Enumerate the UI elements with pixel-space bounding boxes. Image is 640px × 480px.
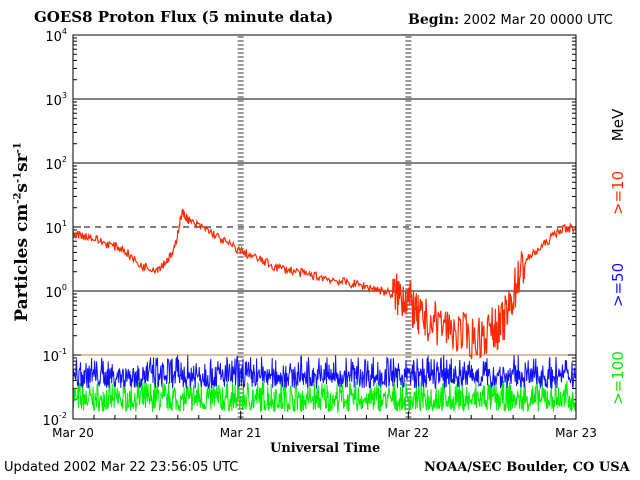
- updated-label: Updated: [4, 460, 60, 475]
- grid-lines: [73, 98, 576, 356]
- x-tick-label: Mar 20: [52, 426, 94, 440]
- legend-series-100: >=100: [609, 351, 627, 405]
- x-tick-label: Mar 22: [387, 426, 430, 440]
- chart-title: GOES8 Proton Flux (5 minute data): [34, 8, 334, 26]
- unit-label-mev: MeV: [609, 108, 627, 142]
- updated-value: 2002 Mar 22 23:56:05 UTC: [63, 460, 239, 475]
- legend-series-50: >=50: [609, 262, 627, 308]
- y-tick-label: 10-1: [42, 347, 67, 365]
- y-tick-label: 104: [45, 27, 67, 45]
- plot-frame: [72, 34, 577, 420]
- y-tick-label: 103: [45, 91, 67, 109]
- axis-ticks: [72, 34, 577, 420]
- x-tick-label: Mar 23: [555, 426, 597, 440]
- series-line-2: [72, 379, 576, 414]
- organization-credit: NOAA/SEC Boulder, CO USA: [424, 460, 630, 475]
- updated-timestamp: Updated 2002 Mar 22 23:56:05 UTC: [4, 460, 238, 475]
- y-tick-label: 102: [45, 155, 67, 173]
- y-tick-label: 101: [45, 219, 67, 237]
- series-line-1: [72, 354, 576, 390]
- series-layer: [72, 208, 577, 414]
- begin-label: Begin:: [408, 12, 460, 28]
- begin-value: 2002 Mar 20 0000 UTC: [463, 13, 613, 28]
- x-axis-label: Universal Time: [270, 441, 381, 456]
- x-tick-label: Mar 21: [219, 426, 262, 440]
- series-line-0: [72, 208, 577, 360]
- y-tick-label: 100: [45, 283, 67, 301]
- legend-series-10: >=10: [609, 170, 627, 216]
- begin-timestamp: Begin: 2002 Mar 20 0000 UTC: [408, 12, 613, 28]
